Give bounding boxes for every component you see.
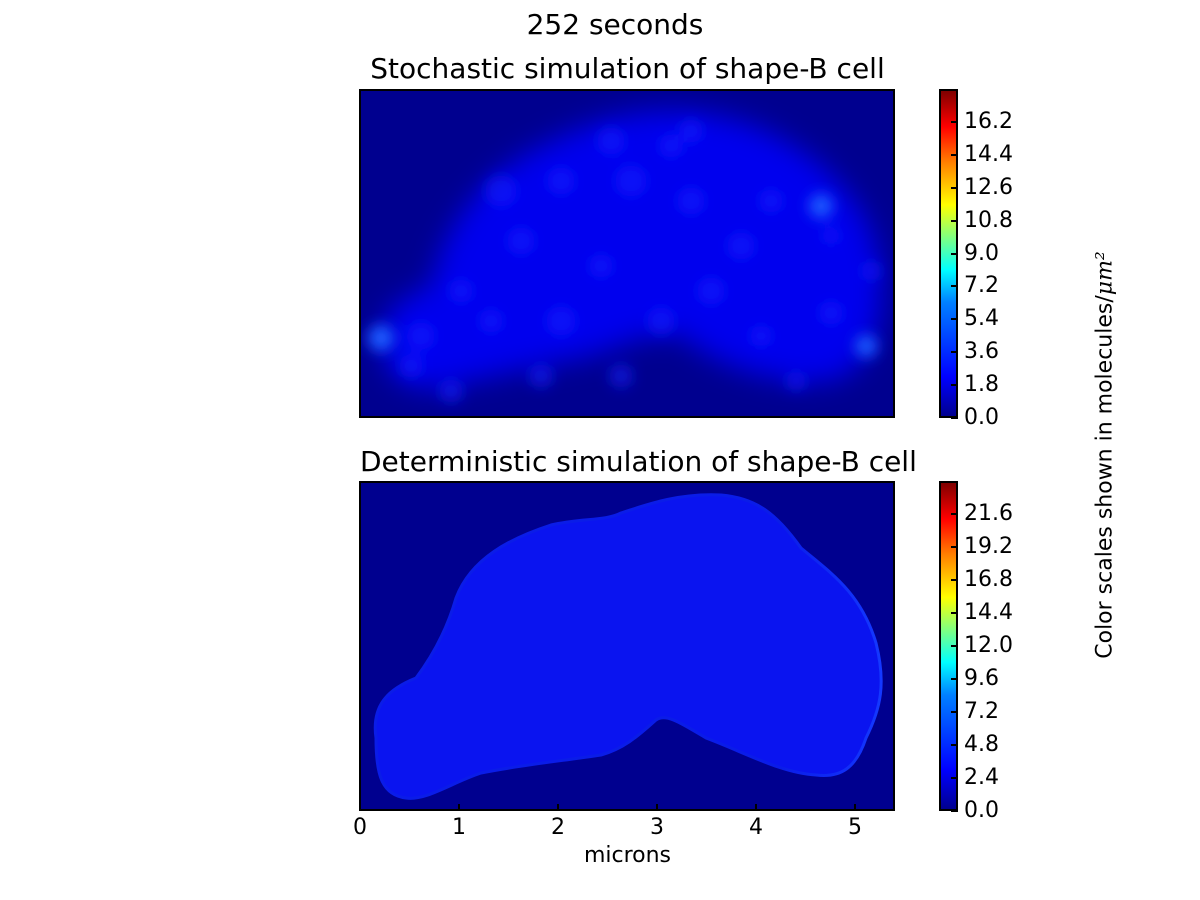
density-hotspot	[368, 325, 394, 351]
x-axis-tick-label: 3	[650, 815, 664, 840]
x-axis-tick-label: 1	[452, 815, 466, 840]
density-hotspot	[855, 335, 877, 357]
density-hotspot	[479, 309, 503, 333]
colorbar-tick	[951, 351, 958, 354]
density-hotspot	[615, 165, 647, 197]
colorbar-tick-label: 19.2	[964, 534, 1013, 559]
x-axis-tick	[359, 804, 361, 811]
colorbar-tick	[951, 744, 958, 746]
colorbar-tick	[951, 579, 958, 581]
colorbar-tick	[951, 678, 958, 680]
density-hotspot	[529, 364, 553, 388]
colorbar-tick-label: 12.0	[964, 633, 1013, 658]
density-hotspot	[659, 134, 683, 158]
colorbar-tick-label: 9.6	[964, 666, 999, 691]
stochastic-plot-title: Stochastic simulation of shape-B cell	[370, 52, 885, 85]
density-hotspot	[861, 261, 881, 281]
colorbar-tick-label: 4.8	[964, 732, 999, 757]
density-hotspot	[609, 364, 633, 388]
density-hotspot	[697, 277, 725, 305]
x-axis-tick-label: 2	[551, 815, 565, 840]
deterministic-heatmap	[373, 493, 883, 800]
stochastic-heatmap	[368, 110, 882, 403]
density-hotspot	[819, 301, 843, 325]
colorbar-tick	[951, 711, 958, 713]
density-hotspot	[507, 227, 535, 255]
deterministic-heatmap-panel	[359, 481, 895, 811]
colorbar-tick-label: 0.0	[964, 405, 999, 430]
x-axis-tick-label: 5	[848, 815, 862, 840]
density-hotspot	[679, 119, 703, 143]
colorbar-tick	[951, 153, 958, 156]
colorbar-tick	[951, 777, 958, 779]
colorbar-tick-label: 0.0	[964, 798, 999, 823]
density-hotspot	[786, 371, 806, 391]
x-axis-tick-label: 0	[353, 815, 367, 840]
density-hotspot	[809, 194, 833, 218]
density-hotspot	[759, 189, 783, 213]
colorbar-tick-label: 14.4	[964, 600, 1013, 625]
density-hotspot	[750, 325, 772, 347]
colorbar-tick-label: 12.6	[964, 174, 1013, 200]
colorbar-tick-label: 5.4	[964, 306, 999, 332]
stochastic-cell-body	[380, 110, 882, 390]
colorbar-tick	[951, 384, 958, 387]
stochastic-heatmap-panel	[359, 89, 895, 418]
colorbar-tick	[951, 417, 958, 419]
colorbar-tick	[951, 318, 958, 321]
deterministic-cell-body	[373, 493, 883, 800]
colorbar-tick-label: 3.6	[964, 339, 999, 365]
colorbar-tick	[951, 612, 958, 614]
colorbar-tick	[951, 513, 958, 515]
x-axis-tick	[854, 804, 856, 811]
colorbar-tick-label: 21.6	[964, 501, 1013, 526]
density-hotspot	[485, 175, 517, 207]
colorbar-tick-label: 7.2	[964, 273, 999, 299]
colorbar-tick-label: 9.0	[964, 240, 999, 266]
colorbar-tick	[951, 186, 958, 189]
colorbar-tick-label: 2.4	[964, 765, 999, 790]
colorbar-tick	[951, 120, 958, 123]
colorbar-tick	[951, 219, 958, 222]
x-axis-tick	[458, 804, 460, 811]
x-axis-label: microns	[583, 843, 672, 868]
colorbar-units-label: Color scales shown in molecules/μm²	[1092, 251, 1118, 659]
density-hotspot	[449, 279, 473, 303]
density-hotspot	[546, 306, 576, 336]
x-axis-tick-label: 4	[749, 815, 763, 840]
colorbar-tick	[951, 285, 958, 288]
colorbar-tick-label: 10.8	[964, 207, 1013, 233]
colorbar-tick	[951, 810, 958, 812]
colorbar-tick-label: 16.8	[964, 567, 1013, 592]
colorbar-tick-label: 16.2	[964, 108, 1013, 134]
density-hotspot	[399, 354, 423, 378]
density-hotspot	[677, 187, 705, 215]
deterministic-plot-title: Deterministic simulation of shape-B cell	[360, 445, 917, 478]
density-hotspot	[727, 232, 755, 260]
density-hotspot	[589, 254, 613, 278]
density-hotspot	[647, 307, 675, 335]
density-hotspot	[407, 322, 435, 350]
density-hotspot	[822, 227, 840, 245]
colorbar-tick	[951, 645, 958, 647]
x-axis-tick	[656, 804, 658, 811]
colorbar-tick-label: 7.2	[964, 699, 999, 724]
density-hotspot	[439, 379, 463, 403]
x-axis-tick	[557, 804, 559, 811]
colorbar-tick-label: 14.4	[964, 141, 1013, 167]
colorbar-tick-label: 1.8	[964, 372, 999, 398]
density-hotspot	[547, 167, 575, 195]
colorbar-tick	[951, 252, 958, 255]
figure-suptitle: 252 seconds	[526, 8, 704, 41]
x-axis-tick	[755, 804, 757, 811]
density-hotspot	[597, 127, 625, 155]
colorbar-tick	[951, 546, 958, 548]
